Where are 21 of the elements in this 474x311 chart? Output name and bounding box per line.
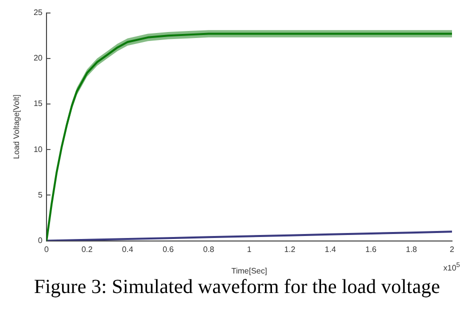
x-tick-label: 1.2 xyxy=(284,244,296,254)
y-axis-title: Load Voltage[Volt] xyxy=(12,94,22,160)
x-tick-label: 0.8 xyxy=(203,244,215,254)
x-tick-label: 1 xyxy=(247,244,252,254)
y-tick-label: 20 xyxy=(34,54,44,63)
x-tick-label: 1.6 xyxy=(365,244,378,254)
x-tick-label: 0 xyxy=(44,244,50,254)
text: x10$^{5}$ xyxy=(443,262,460,273)
x-tick-label: 2 xyxy=(450,244,455,254)
y-tick-label: 0 xyxy=(38,236,44,246)
x-tick-label: 0.2 xyxy=(81,244,94,254)
y-tick-label: 5 xyxy=(38,190,44,200)
y-tick-label: 25 xyxy=(34,8,44,18)
x-tick-label: 0.6 xyxy=(162,244,174,254)
x-axis-title: Time[Sec] xyxy=(231,266,268,276)
y-tick-label: 15 xyxy=(34,99,44,108)
x-tick-label: 1.4 xyxy=(324,244,336,254)
x-tick-label: 0.4 xyxy=(122,244,134,254)
caption: Figure 3: Simulated waveform for the load voltage xyxy=(32,276,441,299)
y-tick-label: 10 xyxy=(34,144,44,154)
x-tick-label: 1.8 xyxy=(406,244,418,254)
